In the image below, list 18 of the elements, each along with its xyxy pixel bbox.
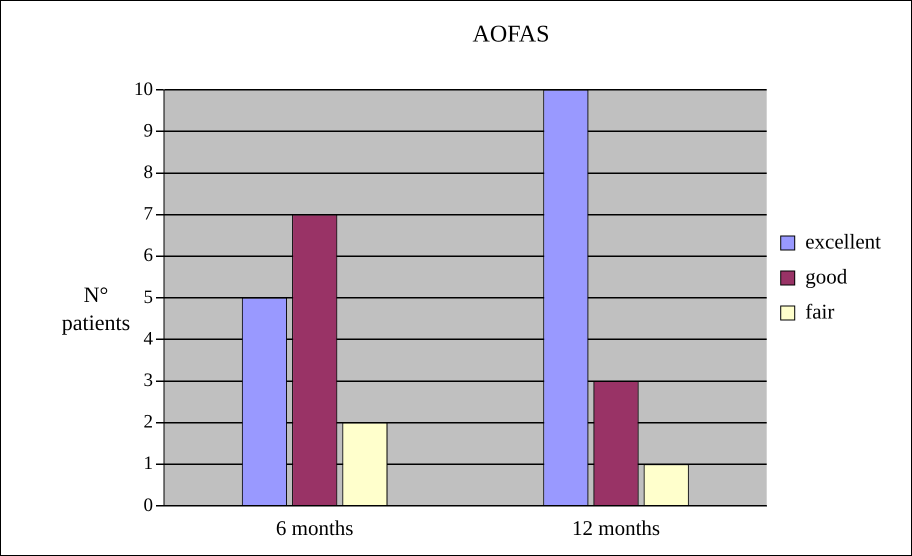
y-tick-label: 9	[144, 120, 153, 142]
y-tick-label: 2	[144, 412, 153, 433]
y-tick-label: 4	[144, 328, 154, 350]
legend-label: fair	[805, 300, 834, 324]
y-tick-label: 0	[144, 494, 153, 516]
legend-label: good	[805, 264, 848, 289]
y-tick-label: 8	[144, 162, 153, 183]
y-tick-label: 7	[144, 204, 153, 225]
chart-title: AOFAS	[472, 22, 550, 48]
y-axis-title: N° patients	[62, 282, 130, 335]
y-tick-label: 10	[134, 78, 153, 100]
legend-label: excellent	[805, 230, 882, 254]
x-tick-label: 12 months	[572, 516, 660, 540]
y-tick-label: 6	[144, 245, 153, 266]
y-tick-label: 5	[144, 286, 153, 308]
y-tick-label: 3	[144, 370, 153, 391]
x-tick-label: 6 months	[276, 516, 354, 540]
y-tick-label: 1	[144, 453, 153, 474]
